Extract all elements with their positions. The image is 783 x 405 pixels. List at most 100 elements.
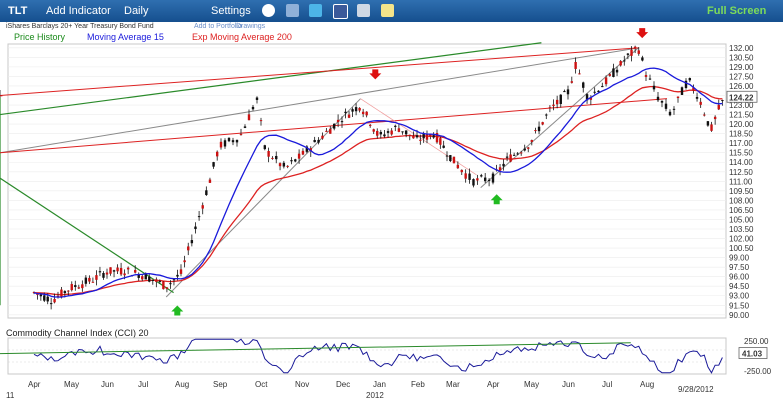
cci-tick-label: 250.00 bbox=[744, 337, 769, 346]
candle-body bbox=[305, 146, 309, 152]
sell-arrow bbox=[369, 69, 382, 80]
candle-body bbox=[332, 123, 336, 129]
candle-body bbox=[397, 128, 401, 132]
candle-body bbox=[692, 87, 695, 91]
fullscreen-link[interactable]: Full Screen bbox=[707, 5, 767, 17]
candle-body bbox=[91, 281, 95, 283]
x-tick-label: Jul bbox=[602, 380, 612, 389]
candle-body bbox=[49, 303, 53, 305]
compare-icon[interactable] bbox=[286, 4, 299, 17]
candle-body bbox=[563, 91, 566, 93]
candle-body bbox=[263, 145, 267, 150]
candle-body bbox=[98, 271, 102, 273]
candle-body bbox=[126, 267, 130, 270]
y-tick-label: 100.50 bbox=[729, 244, 754, 253]
candle-body bbox=[53, 298, 56, 303]
x-tick-label: Aug bbox=[640, 380, 654, 389]
candle-body bbox=[39, 294, 43, 297]
candle-body bbox=[487, 179, 491, 181]
facebook-icon[interactable] bbox=[333, 4, 348, 19]
candle-body bbox=[491, 173, 495, 183]
candle-body bbox=[684, 80, 688, 88]
buy-arrow bbox=[490, 194, 503, 205]
candle-body bbox=[368, 124, 372, 126]
candle-body bbox=[267, 150, 270, 157]
candle-body bbox=[290, 160, 293, 162]
candle-body bbox=[361, 111, 365, 115]
legend-ema200[interactable]: Exp Moving Average 200 bbox=[192, 32, 292, 42]
y-tick-label: 114.00 bbox=[729, 158, 753, 167]
candle-body bbox=[415, 135, 419, 138]
y-tick-label: 130.50 bbox=[729, 53, 754, 62]
candle-body bbox=[43, 295, 46, 301]
candle-body bbox=[212, 162, 215, 167]
candle-body bbox=[432, 135, 435, 138]
candle-body bbox=[545, 114, 548, 116]
candle-body bbox=[637, 50, 640, 54]
y-tick-label: 120.00 bbox=[729, 120, 754, 129]
candle-body bbox=[77, 287, 81, 289]
candle-body bbox=[422, 133, 425, 139]
candle-body bbox=[358, 107, 361, 111]
cci-title: Commodity Channel Index (CCI) 20 bbox=[6, 328, 149, 338]
candle-body bbox=[344, 111, 347, 114]
candle-body bbox=[67, 290, 70, 292]
x-tick-label: Jun bbox=[562, 380, 575, 389]
candle-body bbox=[534, 130, 537, 132]
add-indicator-button[interactable]: Add Indicator bbox=[46, 5, 111, 17]
buy-arrow bbox=[171, 305, 184, 316]
candle-body bbox=[648, 78, 652, 80]
candle-body bbox=[615, 69, 619, 73]
legend-ma15[interactable]: Moving Average 15 bbox=[87, 32, 164, 42]
candle-body bbox=[259, 120, 263, 122]
candle-body bbox=[354, 107, 358, 112]
candle-body bbox=[559, 94, 562, 104]
candle-body bbox=[552, 104, 555, 107]
drawings-link[interactable]: Drawings bbox=[236, 23, 266, 30]
twitter-icon[interactable] bbox=[309, 4, 322, 17]
candle-body bbox=[133, 270, 137, 273]
settings-button[interactable]: Settings bbox=[211, 5, 251, 17]
candle-body bbox=[699, 101, 702, 105]
candle-body bbox=[582, 82, 585, 88]
candle-body bbox=[84, 277, 88, 284]
candle-body bbox=[394, 125, 397, 127]
candle-body bbox=[109, 267, 112, 274]
candle-body bbox=[321, 135, 324, 139]
candle-body bbox=[46, 296, 49, 302]
candle-body bbox=[123, 273, 126, 276]
candle-body bbox=[460, 169, 463, 173]
x-tick-label: Dec bbox=[336, 380, 350, 389]
x-tick-label: Aug bbox=[175, 380, 189, 389]
candle-body bbox=[435, 133, 439, 143]
candle-body bbox=[541, 122, 544, 125]
candle-body bbox=[351, 109, 354, 112]
print-icon[interactable] bbox=[357, 4, 370, 17]
subtitle-bar: iShares Barclays 20+ Year Treasury Bond … bbox=[0, 22, 783, 33]
interval-select[interactable]: Daily bbox=[124, 5, 149, 17]
y-tick-label: 109.50 bbox=[729, 187, 754, 196]
note-icon[interactable] bbox=[381, 4, 394, 17]
candle-body bbox=[530, 140, 534, 142]
x-tick-label: Oct bbox=[255, 380, 268, 389]
indicator-legend: Price History Moving Average 15 Exp Movi… bbox=[0, 31, 783, 43]
x-tick-label: Apr bbox=[487, 380, 500, 389]
add-to-portfolio-link[interactable]: Add to Portfolio bbox=[194, 23, 242, 30]
candle-body bbox=[672, 108, 676, 110]
candle-body bbox=[570, 81, 574, 83]
candle-body bbox=[664, 103, 668, 109]
legend-price-history[interactable]: Price History bbox=[14, 32, 66, 42]
candle-body bbox=[593, 91, 596, 93]
candle-body bbox=[721, 100, 724, 102]
candle-body bbox=[141, 276, 144, 280]
candle-body bbox=[0, 95, 3, 97]
ma15-line bbox=[33, 67, 723, 298]
candle-body bbox=[537, 126, 541, 132]
candle-body bbox=[243, 126, 247, 128]
x-year-label: 2012 bbox=[366, 391, 384, 400]
candle-body bbox=[36, 293, 39, 295]
candle-body bbox=[695, 96, 699, 99]
alert-icon[interactable] bbox=[262, 4, 275, 17]
candle-body bbox=[74, 285, 77, 288]
